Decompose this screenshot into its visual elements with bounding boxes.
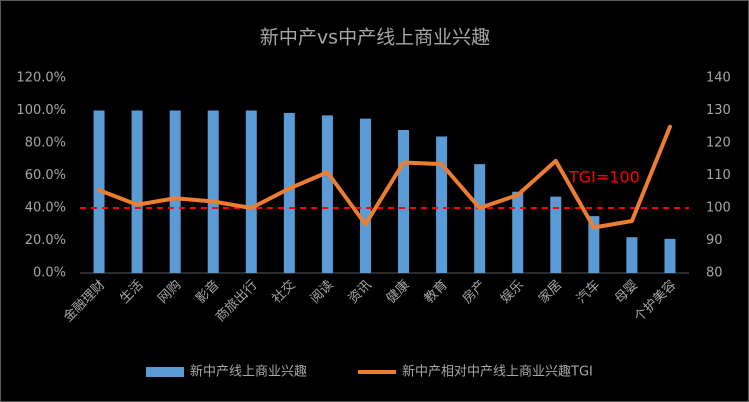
- y2-tick-label: 80: [706, 266, 723, 281]
- bar: [626, 237, 638, 273]
- bar: [283, 112, 295, 273]
- y-tick-label: 100.0%: [16, 103, 66, 118]
- bar: [131, 110, 143, 273]
- y2-tick-label: 140: [706, 71, 731, 86]
- y2-tick-label: 90: [706, 233, 723, 248]
- y-tick-label: 20.0%: [25, 233, 66, 248]
- bar: [512, 191, 524, 273]
- bar: [474, 164, 486, 273]
- bar: [550, 196, 562, 273]
- legend-label: 新中产线上商业兴趣: [190, 364, 307, 380]
- legend-label: 新中产相对中产线上商业兴趣TGI: [402, 364, 593, 380]
- bar: [436, 136, 448, 273]
- bar: [398, 130, 410, 273]
- bar: [664, 238, 676, 273]
- reference-label: TGI=100: [568, 168, 640, 187]
- bar: [207, 110, 219, 273]
- line: [97, 124, 672, 230]
- bar: [588, 216, 600, 273]
- bar: [321, 115, 333, 273]
- y-tick-label: 120.0%: [16, 71, 66, 86]
- y-tick-label: 80.0%: [25, 136, 66, 151]
- y-tick-label: 0.0%: [33, 266, 66, 281]
- bar: [245, 110, 257, 273]
- bar: [169, 110, 181, 273]
- y-tick-label: 40.0%: [25, 201, 66, 216]
- y2-tick-label: 130: [706, 103, 731, 118]
- bar: [359, 118, 371, 273]
- chart-title: 新中产vs中产线上商业兴趣: [260, 27, 490, 49]
- y2-tick-label: 110: [706, 168, 731, 183]
- y-tick-label: 60.0%: [25, 168, 66, 183]
- legend-swatch: [146, 367, 184, 377]
- y2-tick-label: 100: [706, 201, 731, 216]
- y2-tick-label: 120: [706, 136, 731, 151]
